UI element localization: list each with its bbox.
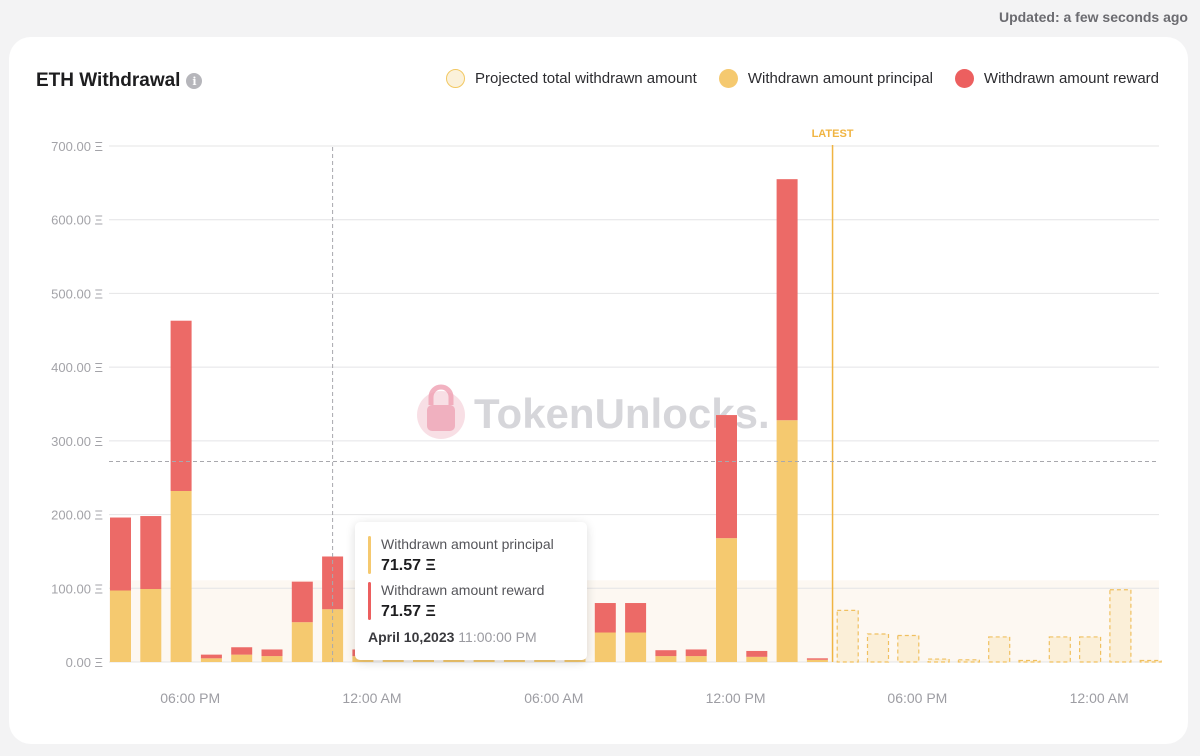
bar-projected: [988, 636, 1011, 663]
bar-principal: [655, 656, 677, 662]
tooltip-datetime: April 10,2023 11:00:00 PM: [368, 629, 537, 645]
latest-label: LATEST: [812, 128, 854, 140]
watermark-lock-shackle: [428, 384, 454, 405]
x-tick-label: 12:00 PM: [706, 690, 766, 706]
chart-legend: Projected total withdrawn amount Withdra…: [446, 69, 1159, 88]
y-tick-label: 300.00 Ξ: [51, 434, 103, 449]
tooltip-time: 11:00:00 PM: [458, 629, 537, 645]
legend-label-projected: Projected total withdrawn amount: [475, 70, 697, 87]
tooltip-reward: Withdrawn amount reward 71.57 Ξ: [368, 582, 544, 621]
y-tick-label: 500.00 Ξ: [51, 286, 103, 301]
y-tick-label: 200.00 Ξ: [51, 508, 103, 523]
bar-reward: [806, 658, 828, 660]
bar-principal: [110, 590, 131, 662]
bar-reward: [170, 320, 192, 491]
bar-reward: [625, 603, 647, 633]
bar-projected: [866, 633, 890, 663]
bar-reward: [291, 581, 313, 623]
eth-withdrawal-card: ETH Withdrawal i Projected total withdra…: [9, 37, 1188, 744]
legend-item-projected[interactable]: Projected total withdrawn amount: [446, 69, 697, 88]
legend-dot-reward: [954, 69, 974, 88]
bar-projected: [957, 659, 981, 663]
bar-projected: [897, 634, 920, 663]
bar-projected: [1078, 636, 1102, 663]
bar-reward: [594, 603, 616, 633]
bar-principal: [685, 656, 707, 662]
tooltip-reward-value: 71.57 Ξ: [381, 603, 436, 620]
tooltip-principal: Withdrawn amount principal 71.57 Ξ: [368, 536, 554, 575]
legend-dot-principal: [718, 69, 738, 88]
bar-principal: [200, 658, 222, 662]
y-tick-label: 0.00 Ξ: [66, 655, 103, 670]
x-tick-label: 06:00 PM: [160, 690, 220, 706]
x-tick-label: 06:00 AM: [524, 690, 583, 706]
card-title: ETH Withdrawal: [36, 70, 181, 91]
bar-reward: [261, 649, 283, 657]
bar-principal: [291, 622, 313, 662]
legend-item-principal[interactable]: Withdrawn amount principal: [718, 69, 933, 88]
bar-projected: [1109, 589, 1132, 663]
bar-principal: [140, 589, 162, 662]
bar-projected: [1048, 636, 1071, 663]
x-tick-label: 12:00 AM: [342, 690, 401, 706]
x-tick-label: 12:00 AM: [1070, 690, 1129, 706]
bar-principal: [594, 632, 616, 662]
watermark-lock-body: [427, 405, 455, 431]
x-tick-label: 06:00 PM: [887, 690, 947, 706]
bar-reward: [200, 654, 222, 659]
bar-reward: [140, 516, 162, 590]
card-header: ETH Withdrawal i: [36, 70, 203, 92]
bar-reward: [110, 517, 131, 591]
bar-principal: [806, 659, 828, 662]
bar-projected: [1139, 659, 1162, 663]
bar-principal: [231, 654, 253, 662]
bar-principal: [322, 609, 344, 662]
tooltip-date: April 10,2023: [368, 629, 455, 645]
bar-projected: [1018, 659, 1041, 663]
bar-reward: [776, 179, 798, 421]
bar-principal: [170, 490, 192, 662]
bar-principal: [716, 538, 737, 662]
legend-label-principal: Withdrawn amount principal: [747, 70, 933, 87]
legend-label-reward: Withdrawn amount reward: [983, 70, 1159, 87]
tooltip-principal-value: 71.57 Ξ: [381, 557, 436, 574]
bar-projected: [927, 658, 950, 663]
y-tick-label: 400.00 Ξ: [51, 360, 103, 375]
bar-reward: [716, 415, 737, 539]
y-tick-label: 700.00 Ξ: [51, 139, 103, 154]
legend-item-reward[interactable]: Withdrawn amount reward: [954, 69, 1159, 88]
info-icon[interactable]: i: [186, 73, 203, 89]
bar-principal: [776, 420, 798, 662]
bar-principal: [746, 656, 768, 662]
legend-dot-projected: [446, 69, 466, 88]
bar-principal: [261, 656, 283, 662]
bar-projected: [836, 609, 859, 663]
chart-tooltip: Withdrawn amount principal 71.57 Ξ Withd…: [355, 522, 587, 660]
tooltip-principal-marker: [368, 536, 371, 574]
bar-reward: [746, 650, 768, 657]
bar-reward: [231, 647, 253, 655]
y-tick-label: 100.00 Ξ: [51, 581, 103, 596]
y-tick-label: 600.00 Ξ: [51, 213, 103, 228]
withdrawal-chart[interactable]: 0.00 Ξ 100.00 Ξ 200.00 Ξ 300.00 Ξ 400.00 Ξ 50…: [9, 37, 1188, 744]
tooltip-principal-label: Withdrawn amount principal: [381, 536, 554, 552]
bar-principal: [625, 632, 647, 662]
tooltip-reward-marker: [368, 582, 371, 620]
bar-reward: [655, 650, 677, 657]
bar-reward: [685, 649, 707, 657]
updated-timestamp: Updated: a few seconds ago: [998, 9, 1188, 25]
tooltip-reward-label: Withdrawn amount reward: [381, 582, 545, 598]
